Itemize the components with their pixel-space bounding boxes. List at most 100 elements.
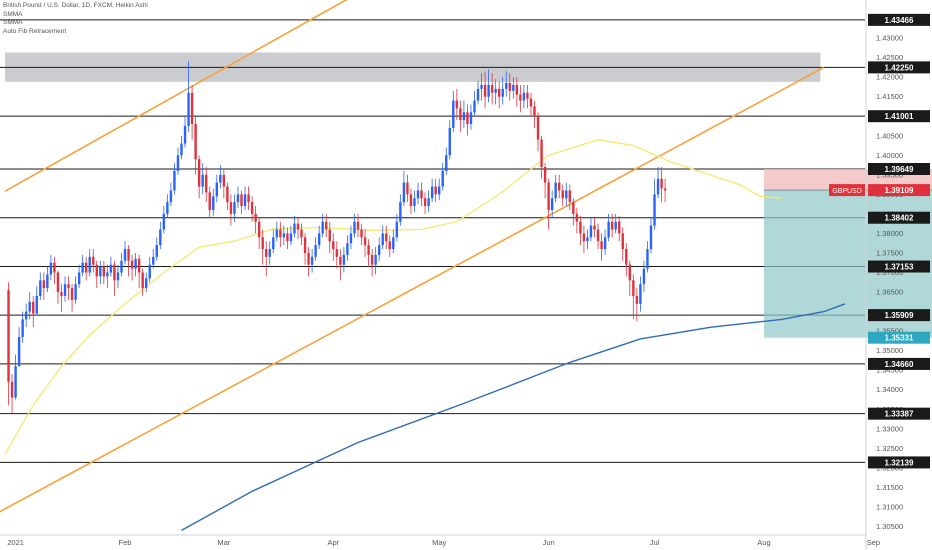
level-price-tag xyxy=(868,13,930,26)
candle-body xyxy=(610,221,614,230)
candle-body xyxy=(628,264,632,281)
candle-body xyxy=(455,100,459,109)
candle-body xyxy=(7,290,10,382)
candle-body xyxy=(212,196,215,210)
candle-body xyxy=(60,292,63,296)
time-tick-label: Jul xyxy=(650,538,660,547)
candle-body xyxy=(28,301,31,312)
candle-body xyxy=(261,237,264,250)
time-tick-label: May xyxy=(432,538,446,547)
level-price-tag-label: 1.35909 xyxy=(885,311,914,320)
candle-body xyxy=(416,190,420,199)
level-price-tag xyxy=(868,61,930,74)
candle-body xyxy=(39,280,42,296)
candle-body xyxy=(381,233,384,246)
candle-body xyxy=(346,243,349,255)
candle-body xyxy=(540,139,543,168)
candle-body xyxy=(480,84,483,89)
candle-body xyxy=(586,237,589,242)
level-price-tag-label: 1.42250 xyxy=(885,63,914,72)
candle-body xyxy=(148,264,151,279)
candle-body xyxy=(240,194,243,207)
candle-body xyxy=(219,174,222,183)
price-tick-label: 1.34000 xyxy=(876,385,903,394)
candle-body xyxy=(526,92,529,99)
level-price-tag xyxy=(868,309,930,322)
candle-body xyxy=(547,182,550,210)
candle-body xyxy=(487,84,490,97)
candle-body xyxy=(367,245,370,255)
candle-body xyxy=(21,319,24,337)
candle-body xyxy=(265,249,268,257)
candle-body xyxy=(77,272,81,285)
candle-body xyxy=(392,237,395,250)
time-tick-label: 2021 xyxy=(7,538,24,547)
candle-body xyxy=(268,249,271,257)
candle-body xyxy=(600,241,603,250)
candle-body xyxy=(498,88,501,97)
moving-averages-layer xyxy=(4,139,846,532)
target-price-tag xyxy=(868,331,930,344)
candle-body xyxy=(257,221,261,238)
candle-body xyxy=(282,233,286,238)
candle-body xyxy=(49,262,53,275)
channel-line xyxy=(4,66,825,510)
candle-body xyxy=(385,233,388,242)
level-price-tag xyxy=(868,407,930,420)
level-price-tag-label: 1.34660 xyxy=(885,360,914,369)
candle-body xyxy=(448,127,451,156)
candle-body xyxy=(137,258,141,273)
price-axis[interactable]: 1.305001.310001.315001.320001.325001.330… xyxy=(829,0,930,550)
candle-body xyxy=(639,284,642,304)
candle-body xyxy=(430,186,434,199)
candle-body xyxy=(70,288,74,300)
candle-body xyxy=(476,88,480,101)
candle-body xyxy=(24,311,28,320)
level-price-tag-label: 1.43466 xyxy=(885,16,914,25)
candle-body xyxy=(635,295,639,304)
candle-body xyxy=(519,94,522,101)
time-axis[interactable]: 2021FebMarAprMayJunJulAugSepOct xyxy=(0,534,932,547)
symbol-price-tag xyxy=(868,184,930,197)
candle-body xyxy=(169,190,173,203)
candle-body xyxy=(508,83,511,91)
candle-body xyxy=(582,233,586,242)
candle-body xyxy=(92,256,95,265)
level-price-tag-label: 1.33387 xyxy=(885,410,914,419)
price-tick-label: 1.30500 xyxy=(876,522,903,531)
candle-body xyxy=(109,264,113,273)
candle-body xyxy=(42,280,46,289)
candle-body xyxy=(180,143,183,156)
candle-body xyxy=(332,241,335,250)
channel-line-extension xyxy=(0,508,6,513)
candle-body xyxy=(314,245,317,257)
candle-body xyxy=(197,159,201,187)
candle-body xyxy=(56,272,60,293)
candle-body xyxy=(279,229,282,238)
candle-body xyxy=(310,256,314,265)
candle-body xyxy=(395,221,399,238)
candle-body xyxy=(614,221,617,230)
candle-body xyxy=(353,221,356,234)
candle-body xyxy=(229,202,233,214)
candle-body xyxy=(159,229,162,246)
candle-body xyxy=(603,237,607,250)
channel-line xyxy=(4,0,348,192)
price-tick-label: 1.40000 xyxy=(876,151,903,160)
candle-body xyxy=(522,92,526,101)
candle-body xyxy=(445,155,448,171)
time-tick-label: Jun xyxy=(543,538,555,547)
candle-body xyxy=(452,100,455,128)
candle-body xyxy=(123,249,127,261)
candle-body xyxy=(272,237,275,250)
price-tick-label: 1.42000 xyxy=(876,73,903,82)
candle-body xyxy=(656,178,660,195)
candle-body xyxy=(81,262,84,273)
legend-indicator-smma-2: SMMA xyxy=(3,19,23,26)
candle-body xyxy=(342,254,346,265)
candle-body xyxy=(632,280,635,296)
candle-body xyxy=(370,254,374,265)
candle-body xyxy=(53,262,56,273)
level-price-tag-label: 1.41001 xyxy=(885,112,914,121)
